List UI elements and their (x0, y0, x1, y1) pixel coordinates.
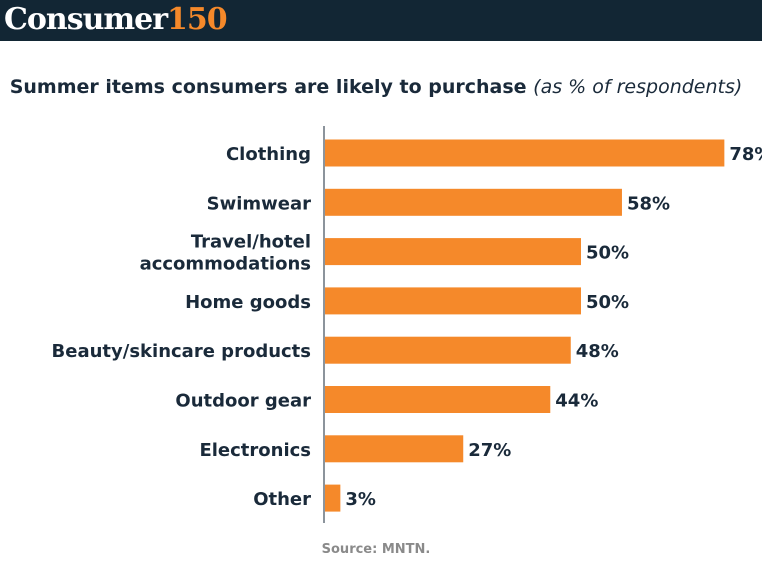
brand-logo-number: 150 (167, 2, 228, 37)
chart-title: Summer items consumers are likely to pur… (0, 76, 752, 98)
bar (325, 386, 551, 413)
bar-value-label: 3% (345, 489, 376, 510)
chart-title-main: Summer items consumers are likely to pur… (9, 76, 527, 98)
category-label: Home goods (185, 292, 311, 313)
category-label: Beauty/skincare products (52, 341, 311, 362)
bar (325, 336, 571, 364)
header-bar: Consumer150 (0, 0, 762, 41)
bar (325, 238, 581, 266)
bar-value-label: 48% (576, 341, 619, 362)
category-label: Clothing (226, 144, 311, 165)
bar-chart: 78% Clothing 58% Swimwear 50% Travel/hotelacc… (52, 126, 762, 523)
chart-title-sub: (as % of respondents) (533, 76, 743, 98)
category-label: Travel/hotel accommodations (140, 232, 311, 275)
bar (325, 484, 341, 512)
brand-logo[interactable]: Consumer150 (4, 1, 228, 39)
bar (325, 188, 622, 216)
category-label-line: Travel/hotel (191, 232, 311, 253)
bar (325, 287, 581, 315)
bar-value-label: 44% (555, 391, 598, 412)
brand-logo-word: Consumer (4, 2, 168, 37)
category-label-line: accommodations (140, 254, 311, 275)
bar-value-label: 50% (586, 292, 629, 313)
source-note: Source: MNTN. (321, 542, 431, 557)
bar-value-label: 50% (586, 243, 629, 264)
category-label: Electronics (199, 440, 311, 461)
bar-value-label: 27% (468, 440, 511, 461)
bar-value-label: 58% (627, 193, 670, 214)
bar (325, 435, 464, 463)
bar-value-label: 78% (729, 144, 762, 165)
bar (325, 139, 725, 167)
category-label: Outdoor gear (175, 391, 311, 412)
category-label: Other (253, 489, 311, 510)
category-label: Swimwear (207, 193, 312, 214)
